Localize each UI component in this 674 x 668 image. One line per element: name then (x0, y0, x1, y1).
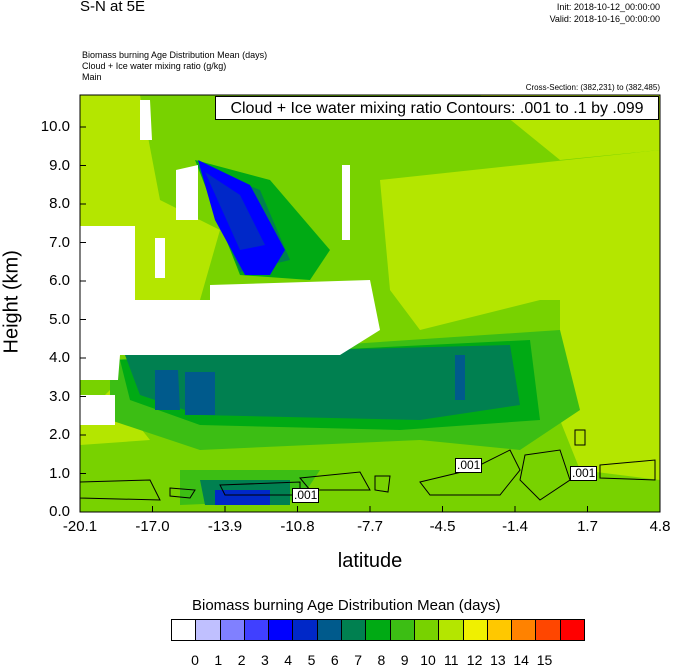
contour-info-box: Cloud + Ice water mixing ratio Contours:… (215, 96, 659, 120)
colorbar-swatch (196, 620, 221, 640)
colorbar-label: 15 (536, 652, 553, 668)
init-time: Init: 2018-10-12_00:00:00 (556, 2, 660, 12)
colorbar-swatch (512, 620, 537, 640)
colorbar-label: 10 (420, 652, 436, 668)
y-tick-label: 6.0 (49, 272, 70, 289)
x-tick-label: -4.5 (429, 518, 456, 535)
contour-label: .001 (455, 458, 483, 473)
colorbar-swatch (463, 620, 488, 640)
field-label-2: Cloud + Ice water mixing ratio (g/kg) (82, 61, 227, 71)
colorbar-swatch (342, 620, 367, 640)
contour-label: .001 (570, 466, 598, 481)
y-ticks (80, 126, 86, 513)
colorbar-label: 8 (377, 652, 386, 668)
y-tick-label: 8.0 (49, 195, 70, 212)
colorbar-title: Biomass burning Age Distribution Mean (d… (192, 597, 501, 614)
y-tick-label: 1.0 (49, 464, 70, 482)
y-tick-label: 3.0 (49, 387, 70, 405)
colorbar-label: 13 (490, 652, 506, 668)
x-tick-label: -13.9 (207, 518, 243, 535)
colorbar-swatch (439, 620, 464, 640)
colorbar-swatch (172, 620, 197, 640)
x-axis-label: latitude (337, 550, 403, 572)
x-tick-label: -7.7 (357, 518, 383, 535)
cross-section-label: Cross-Section: (382,231) to (382,485) (525, 83, 660, 92)
y-tick-label: 5.0 (49, 310, 70, 328)
plot-title: S-N at 5E (80, 0, 146, 15)
y-axis-label: Height (km) (0, 250, 23, 354)
y-tick-label: 2.0 (49, 426, 70, 443)
colorbar-label: 4 (284, 652, 293, 668)
colorbar-label: 5 (307, 652, 316, 668)
colorbar-label: 11 (444, 652, 459, 668)
x-tick-label: 4.8 (649, 518, 671, 535)
x-tick-label: -20.1 (62, 518, 98, 535)
filled-contours (80, 95, 660, 512)
y-tick-label: 10.0 (40, 118, 70, 135)
x-tick-label: 1.7 (577, 518, 598, 535)
colorbar-label: 12 (466, 652, 483, 668)
y-tick-label: 7.0 (49, 233, 70, 251)
colorbar-label: 6 (330, 652, 339, 668)
y-tick-label: 4.0 (49, 349, 70, 366)
field-label-1: Biomass burning Age Distribution Mean (d… (82, 50, 268, 60)
x-ticks (79, 506, 661, 512)
valid-time: Valid: 2018-10-16_00:00:00 (549, 14, 660, 24)
colorbar-swatch (366, 620, 391, 640)
colorbar-swatch (220, 620, 245, 640)
colorbar-label: 7 (354, 652, 362, 668)
colorbar-swatch (244, 620, 270, 640)
colorbar-label: 0 (191, 652, 199, 668)
x-tick-label: -17.0 (135, 518, 170, 535)
x-tick-label: -10.8 (280, 518, 315, 535)
colorbar-swatch (293, 620, 318, 640)
colorbar-label: 9 (400, 652, 409, 668)
x-tick-label: -1.4 (502, 518, 528, 535)
colorbar-label: 14 (513, 652, 529, 668)
colorbar-swatch (487, 620, 513, 640)
colorbar-label: 3 (260, 652, 269, 668)
colorbar-swatch (317, 620, 343, 640)
colorbar-label: 1 (214, 652, 223, 668)
contour-label: .001 (292, 488, 320, 503)
colorbar-swatch (536, 620, 561, 640)
colorbar-swatch (269, 620, 294, 640)
colorbar-swatch (414, 620, 440, 640)
colorbar (171, 619, 586, 641)
colorbar-swatch (560, 620, 585, 640)
colorbar-label: 2 (237, 652, 246, 668)
y-tick-label: 0.0 (49, 503, 70, 520)
y-tick-label: 9.0 (49, 156, 70, 174)
colorbar-swatch (390, 620, 415, 640)
field-label-3: Main (82, 72, 102, 82)
